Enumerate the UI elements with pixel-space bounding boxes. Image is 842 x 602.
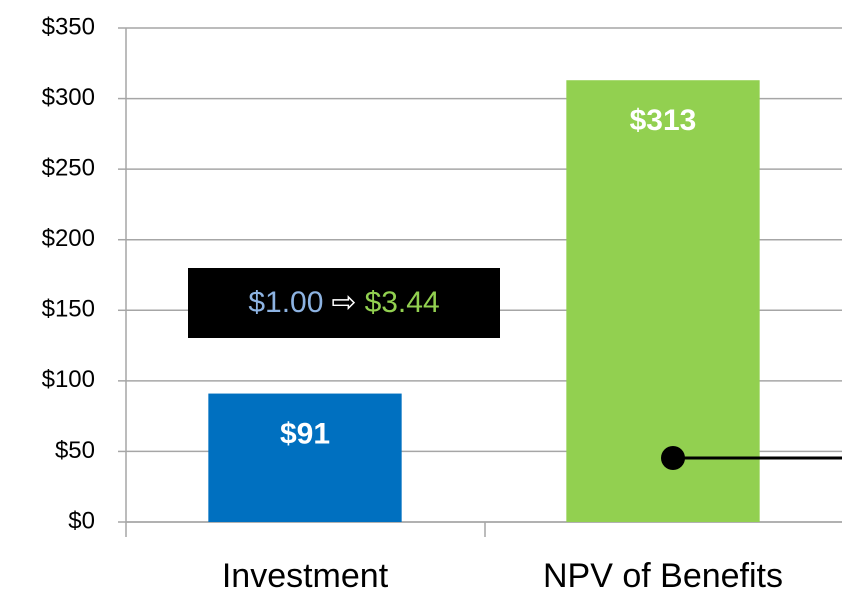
y-tick-label: $200: [42, 225, 95, 252]
annotation-to: $3.44: [365, 286, 440, 319]
y-tick-label: $250: [42, 154, 95, 181]
y-tick-label: $150: [42, 296, 95, 323]
value-label: $91: [280, 417, 330, 450]
x-tick-label: NPV of Benefits: [543, 557, 783, 595]
y-tick-label: $100: [42, 366, 95, 393]
annotation: $1.00 ⇨ $3.44: [248, 286, 439, 319]
bar: [208, 393, 402, 522]
annotation-from: $1.00: [248, 286, 323, 319]
annotation-box: [188, 268, 500, 338]
x-tick-label: Investment: [222, 557, 389, 595]
y-tick-label: $50: [55, 437, 95, 464]
connector-dot: [661, 446, 685, 470]
y-tick-label: $0: [68, 507, 95, 534]
y-tick-label: $350: [42, 13, 95, 40]
bar: [566, 80, 760, 523]
annotation-arrow: ⇨: [331, 286, 356, 319]
value-label: $313: [630, 104, 697, 137]
y-tick-label: $300: [42, 84, 95, 111]
